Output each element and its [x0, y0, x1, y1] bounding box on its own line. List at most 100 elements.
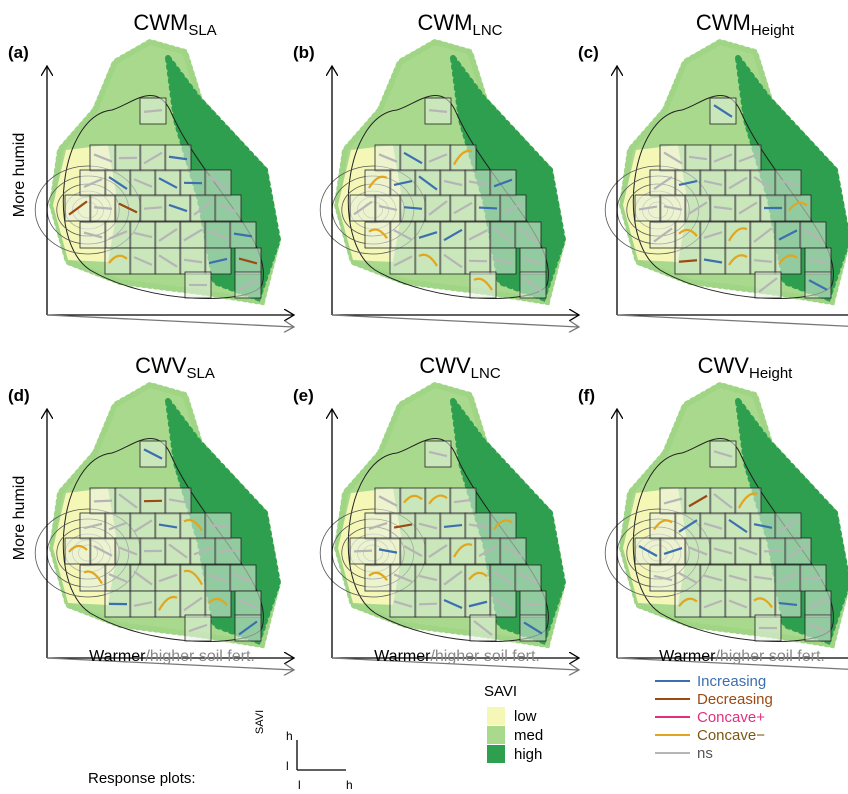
response-curve: [678, 519, 698, 533]
response-plot: [414, 247, 442, 275]
response-curve: [193, 200, 213, 216]
response-plot: [724, 247, 752, 275]
response-plot: [424, 440, 452, 468]
response-curve: [753, 227, 773, 243]
panel-title: CWMSLA: [133, 10, 216, 39]
response-curve: [158, 177, 178, 189]
response-curve: [143, 109, 163, 113]
response-curve: [713, 153, 733, 163]
response-curve: [143, 448, 163, 460]
response-curve: [468, 229, 488, 241]
title-subscript: SLA: [188, 22, 216, 39]
title-subscript: LNC: [471, 365, 501, 382]
response-curve: [443, 179, 463, 187]
legend-swatch: [487, 707, 505, 725]
response-plot: [734, 487, 762, 515]
response-curve: [393, 179, 413, 187]
response-curve: [418, 231, 438, 239]
panel-title: CWVSLA: [135, 353, 215, 382]
response-curve: [728, 599, 748, 609]
response-curve: [418, 253, 438, 267]
response-plot: [634, 194, 662, 222]
response-curve: [808, 279, 828, 291]
panel-label: (a): [8, 43, 29, 62]
response-curve: [478, 206, 498, 210]
response-curve: [418, 175, 438, 191]
response-curve: [208, 597, 228, 606]
response-curve: [468, 600, 488, 608]
key-tick: h: [286, 729, 293, 743]
response-curve: [378, 204, 398, 212]
response-curve: [638, 205, 658, 211]
response-curve: [728, 176, 748, 190]
response-plot: [449, 537, 477, 565]
response-curve: [523, 257, 543, 265]
panel-title: CWMLNC: [418, 10, 503, 39]
response-curve: [703, 599, 723, 609]
response-curve: [713, 104, 733, 118]
response-curve: [663, 547, 683, 555]
x-label-main: Warmer: [89, 648, 146, 665]
response-curve: [493, 257, 513, 265]
response-curve: [118, 202, 138, 214]
response-curve: [133, 256, 153, 266]
response-curve: [133, 570, 153, 586]
response-curve: [403, 545, 423, 557]
response-curve: [443, 599, 463, 609]
response-curve: [753, 597, 773, 609]
response-curve: [168, 155, 188, 161]
response-curve: [393, 600, 413, 608]
response-curve: [183, 258, 203, 264]
legend-swatch: [487, 726, 505, 744]
axis-arrow: [331, 314, 579, 327]
response-curve: [108, 573, 128, 583]
response-curve: [418, 602, 438, 606]
panel-label: (e): [293, 386, 314, 405]
panel: CWVSLA (d) More humid Warmer/higher soil fe…: [8, 353, 294, 670]
response-curve: [788, 543, 808, 559]
title-main: CWV: [698, 353, 750, 378]
response-plot: [104, 247, 132, 275]
response-plot: [649, 512, 677, 540]
response-curve: [208, 257, 228, 265]
panel-label: (f): [578, 386, 595, 405]
response-curve: [663, 497, 683, 505]
response-curve: [118, 493, 138, 509]
x-axis-label: Warmer/higher soil fert.: [374, 648, 540, 665]
title-main: CWM: [418, 10, 473, 35]
response-curve: [713, 493, 733, 509]
response-curve: [93, 545, 113, 557]
axis-arrow: [616, 314, 848, 327]
x-label-secondary: /higher soil fert.: [430, 648, 539, 665]
response-curve: [808, 623, 828, 633]
response-curve: [453, 201, 473, 215]
response-curve: [218, 549, 238, 553]
response-curve: [143, 151, 163, 165]
title-subscript: Height: [751, 22, 795, 39]
response-curve: [403, 206, 423, 210]
response-curve: [778, 572, 798, 584]
response-curve: [753, 575, 773, 581]
response-curve: [443, 228, 463, 242]
response-curve: [518, 572, 538, 584]
response-plot: [489, 512, 517, 540]
response-curve: [653, 176, 673, 190]
legend-swatch: [487, 745, 505, 763]
response-curve: [638, 545, 658, 557]
response-plot: [449, 144, 477, 172]
response-plot: [154, 590, 182, 618]
response-curve: [473, 620, 493, 636]
response-curve: [158, 254, 178, 268]
legend-label: ns: [697, 745, 713, 762]
response-curve: [378, 153, 398, 163]
title-subscript: LNC: [472, 22, 502, 39]
response-curve: [83, 522, 103, 530]
response-curve: [238, 598, 258, 610]
response-curve: [653, 227, 673, 243]
panel-title: CWVLNC: [419, 353, 501, 382]
response-curve: [208, 573, 228, 583]
response-plot: [364, 169, 392, 197]
response-curve: [703, 179, 723, 187]
